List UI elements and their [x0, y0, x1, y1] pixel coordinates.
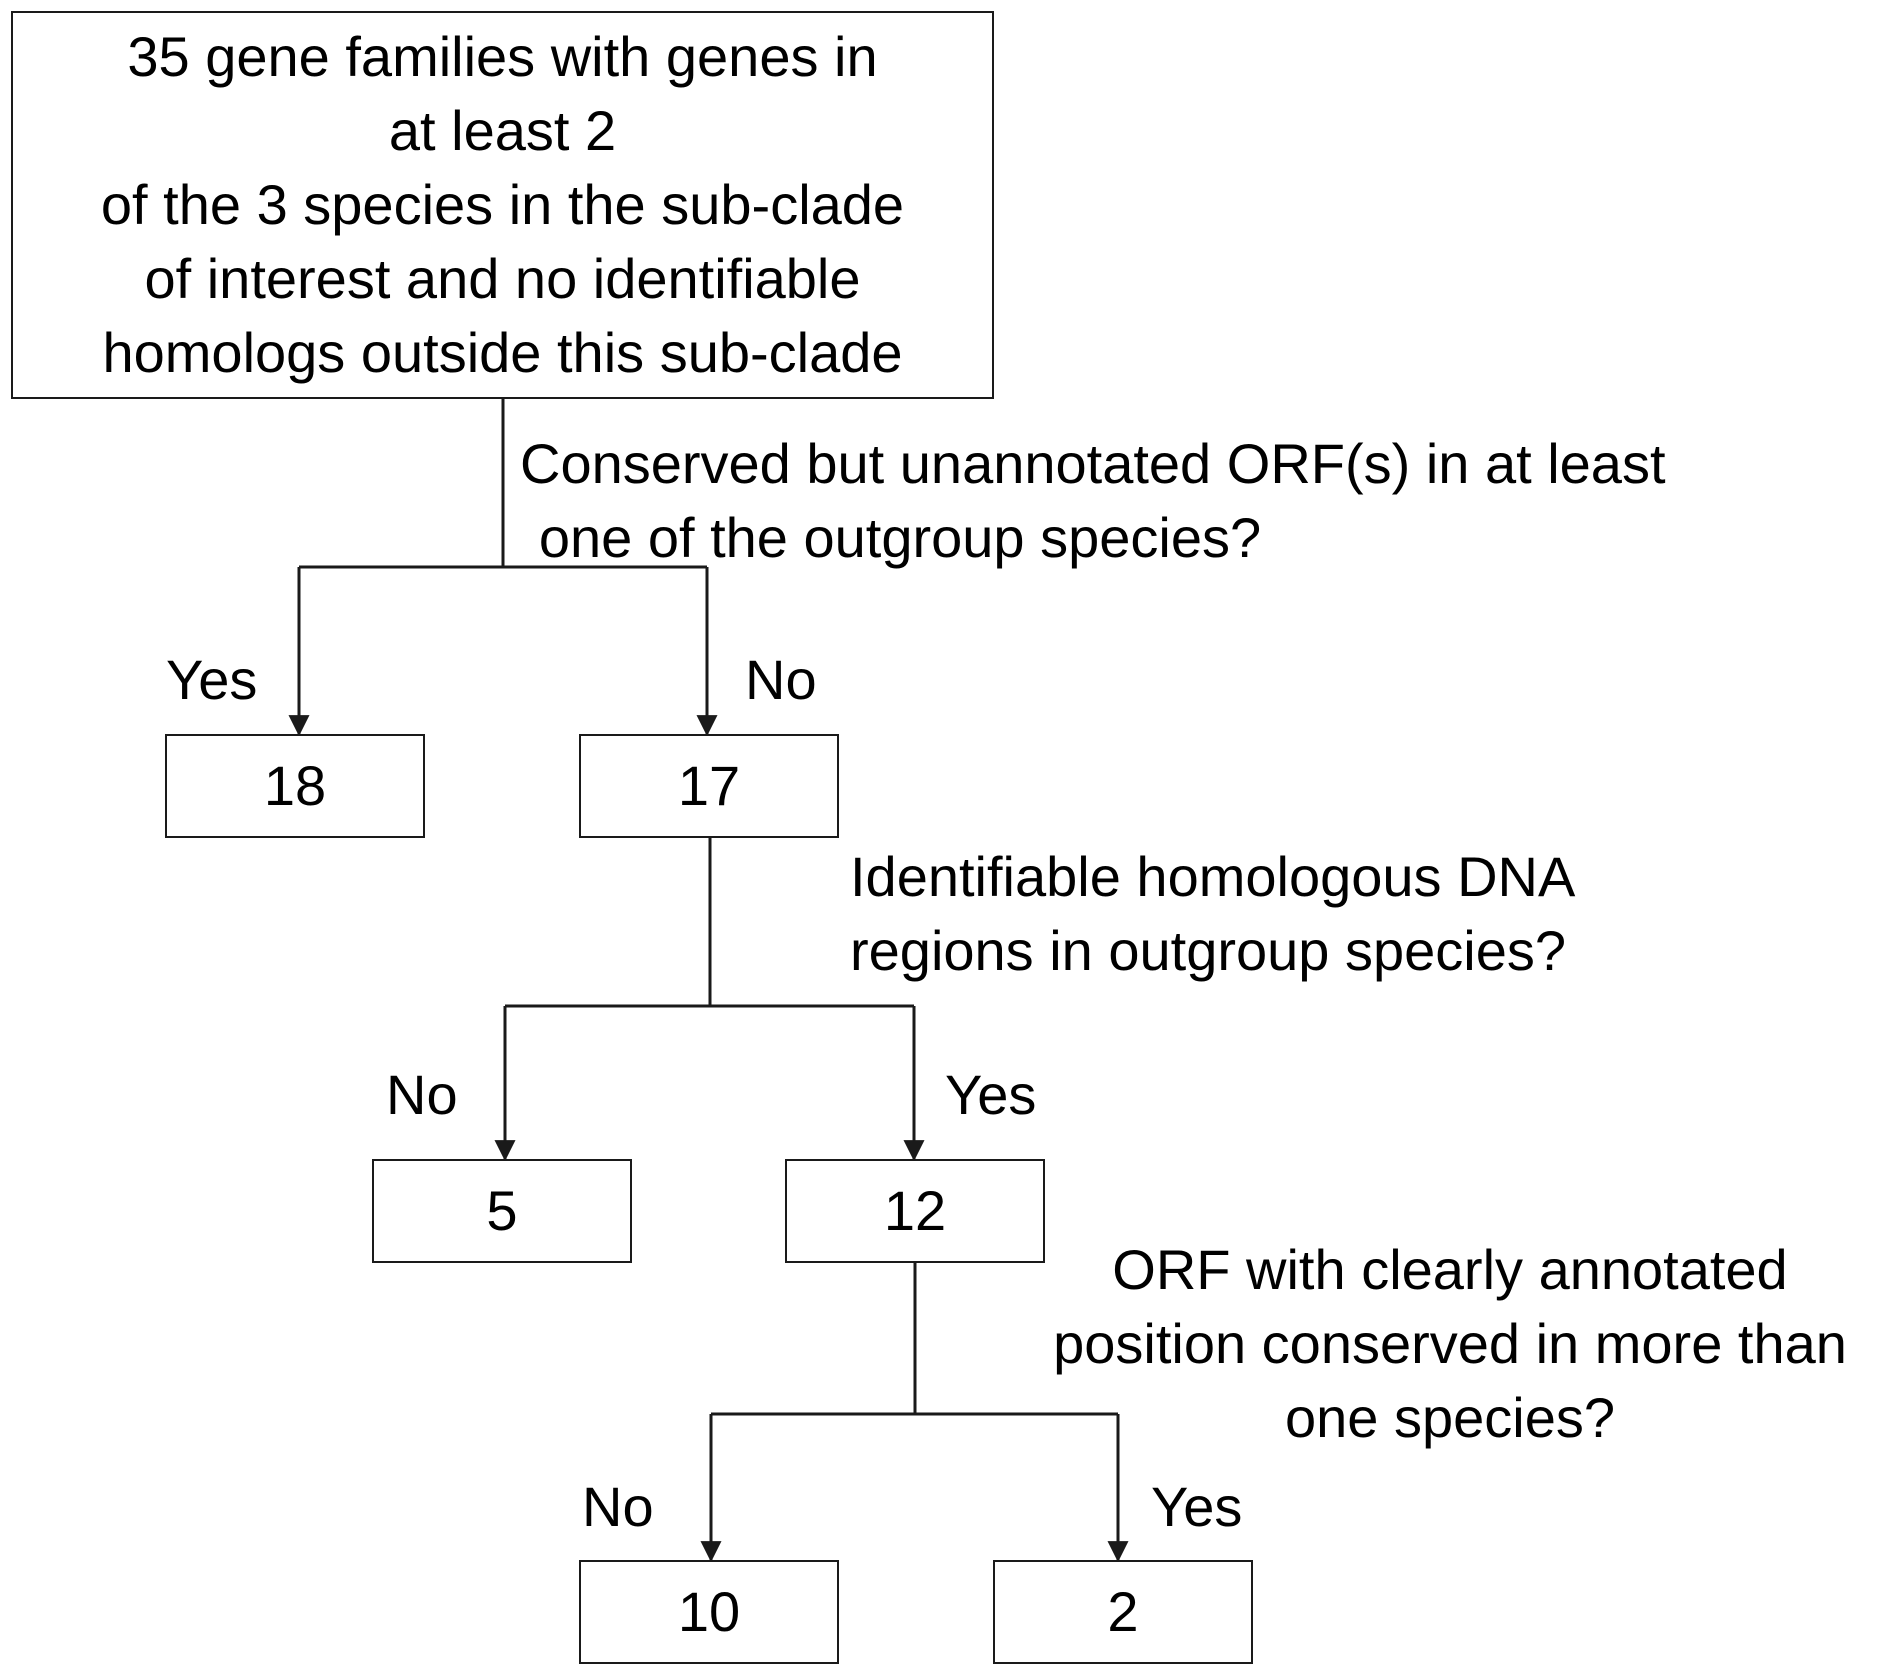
node-5-box: 5: [372, 1159, 632, 1263]
question-1-line-2: one of the outgroup species?: [538, 506, 1262, 569]
root-line-3: of the 3 species in the sub-clade: [100, 173, 905, 236]
question-2-line-2: regions in outgroup species?: [850, 919, 1567, 982]
node-10-box: 10: [579, 1560, 839, 1664]
branch-label-level3-yes: Yes: [1151, 1475, 1243, 1538]
question-2: Identifiable homologous DNA regions in o…: [850, 840, 1576, 988]
node-5-count: 5: [486, 1179, 518, 1242]
question-2-line-1: Identifiable homologous DNA: [850, 845, 1576, 908]
question-3: ORF with clearly annotated position cons…: [1010, 1233, 1890, 1455]
branch-label-level2-no: No: [386, 1063, 458, 1126]
branch-label-level3-no: No: [582, 1475, 654, 1538]
question-3-line-3: one species?: [1284, 1386, 1615, 1449]
root-line-5: homologs outside this sub-clade: [102, 321, 903, 384]
node-17-box: 17: [579, 734, 839, 838]
node-12-box: 12: [785, 1159, 1045, 1263]
question-3-line-1: ORF with clearly annotated: [1112, 1238, 1788, 1301]
branch-label-level2-yes: Yes: [945, 1063, 1037, 1126]
node-2-count: 2: [1107, 1580, 1139, 1643]
node-17-count: 17: [677, 754, 741, 817]
question-3-line-2: position conserved in more than: [1053, 1312, 1847, 1375]
root-box: 35 gene families with genes in at least …: [11, 11, 994, 399]
question-1-line-1: Conserved but unannotated ORF(s) in at l…: [520, 432, 1666, 495]
branch-label-level1-no: No: [745, 648, 817, 711]
root-line-4: of interest and no identifiable: [144, 247, 861, 310]
root-line-1: 35 gene families with genes in: [127, 25, 878, 88]
node-2-box: 2: [993, 1560, 1253, 1664]
node-18-box: 18: [165, 734, 425, 838]
branch-label-level1-yes: Yes: [166, 648, 258, 711]
node-10-count: 10: [677, 1580, 741, 1643]
node-12-count: 12: [883, 1179, 947, 1242]
question-1: Conserved but unannotated ORF(s) in at l…: [520, 427, 1666, 575]
node-18-count: 18: [263, 754, 327, 817]
root-line-2: at least 2: [388, 99, 617, 162]
